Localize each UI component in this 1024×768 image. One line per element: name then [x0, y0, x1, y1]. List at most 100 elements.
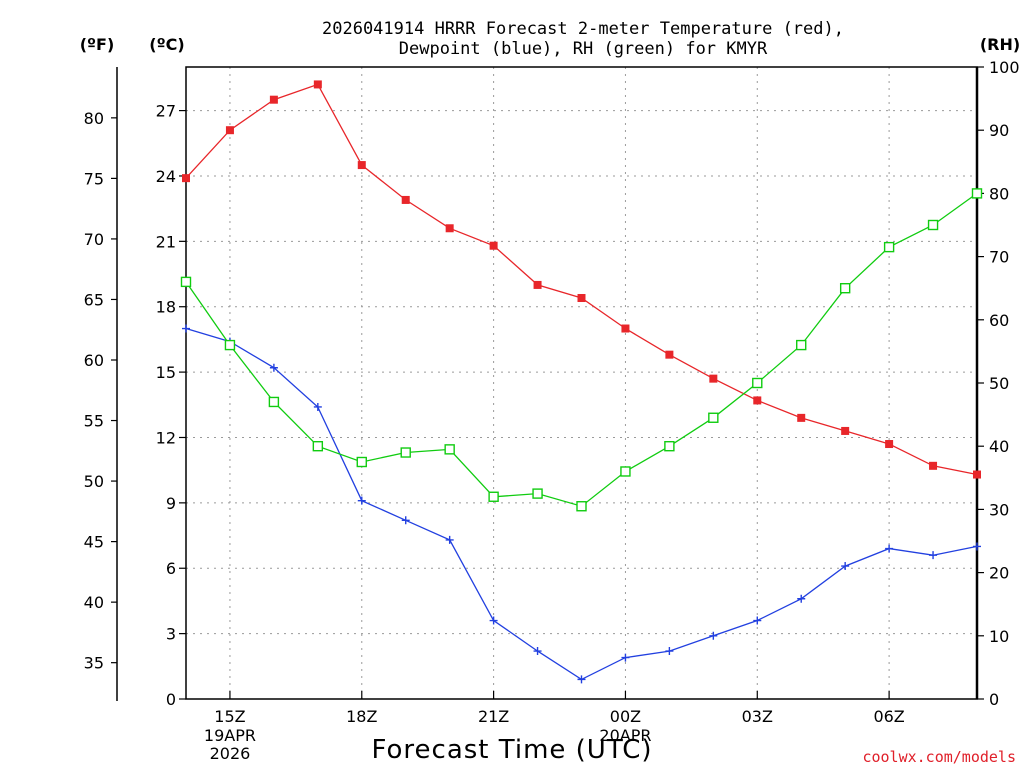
rh-point	[180, 276, 192, 288]
celsius-tick-label: 6	[166, 559, 176, 578]
temperature-line	[185, 83, 978, 476]
rh-line	[185, 192, 978, 507]
dewpoint-point	[797, 594, 806, 603]
temperature-point	[665, 350, 674, 359]
dewpoint-point	[621, 653, 630, 662]
rh-tick-label: 100	[989, 58, 1020, 77]
x-tick-date-label: 20APR	[599, 726, 651, 745]
grid-lines	[186, 67, 977, 699]
rh-tick-label: 70	[989, 248, 1009, 267]
rh-tick-label: 0	[989, 690, 999, 709]
plot-frame	[185, 66, 978, 700]
temperature-point	[709, 374, 718, 383]
rh-tick-label: 90	[989, 121, 1009, 140]
rh-point	[444, 444, 455, 455]
dewpoint-point	[709, 631, 718, 640]
x-tick-date-label: 19APR	[204, 726, 256, 745]
celsius-unit-label: (ºC)	[149, 35, 184, 54]
rh-point	[400, 447, 411, 458]
chart-title-line2: Dewpoint (blue), RH (green) for KMYR	[399, 39, 768, 59]
dewpoint-point	[929, 551, 938, 560]
dewpoint-point	[577, 675, 586, 684]
fahrenheit-tick-label: 70	[84, 230, 104, 249]
x-tick-label: 18Z	[346, 707, 377, 726]
rh-point	[971, 188, 983, 199]
fahrenheit-tick-label: 45	[84, 533, 104, 552]
dewpoint-point	[841, 562, 850, 571]
rh-tick-label: 30	[989, 500, 1009, 519]
rh-point	[312, 441, 324, 452]
x-tick-label: 15Z	[214, 707, 245, 726]
dewpoint-point	[665, 647, 674, 656]
data-series	[180, 80, 983, 684]
rh-point	[224, 339, 236, 351]
dewpoint-point	[973, 542, 981, 551]
celsius-tick-label: 24	[156, 167, 176, 186]
fahrenheit-tick-label: 80	[84, 109, 104, 128]
celsius-tick-label: 15	[156, 363, 176, 382]
celsius-tick-label: 0	[166, 690, 176, 709]
celsius-tick-label: 27	[156, 102, 176, 121]
x-tick-label: 00Z	[610, 707, 641, 726]
rh-tick-label: 80	[989, 184, 1009, 203]
x-axis-label: Forecast Time (UTC)	[371, 735, 652, 765]
x-tick-label: 06Z	[873, 707, 904, 726]
rh-tick-label: 10	[989, 627, 1009, 646]
chart-title-line1: 2026041914 HRRR Forecast 2-meter Tempera…	[322, 19, 844, 39]
temperature-point	[577, 294, 586, 303]
rh-tick-label: 40	[989, 437, 1009, 456]
temperature-point	[357, 161, 366, 170]
dewpoint-point	[533, 647, 542, 656]
dewpoint-point	[445, 535, 454, 544]
temperature-point	[269, 95, 278, 104]
celsius-tick-label: 9	[166, 494, 176, 513]
fahrenheit-tick-label: 60	[84, 351, 104, 370]
celsius-tick-label: 12	[156, 428, 176, 447]
credit-text: coolwx.com/models	[862, 748, 1016, 766]
rh-point	[839, 283, 851, 294]
x-tick-label: 03Z	[742, 707, 773, 726]
temperature-point	[533, 280, 542, 289]
temperature-point	[797, 413, 806, 422]
temperature-point	[841, 426, 850, 435]
dewpoint-point	[357, 496, 366, 505]
fahrenheit-unit-label: (ºF)	[80, 35, 115, 54]
temperature-point	[973, 470, 981, 479]
rh-point	[356, 456, 367, 468]
rh-point	[752, 377, 763, 389]
rh-point	[883, 241, 895, 253]
axes: 0 3 6 9 12 15 18 21 24 27 35 40 45 50 55 60 65 70 75 80 0 10 2…	[84, 58, 1020, 763]
dewpoint-point	[182, 324, 190, 333]
celsius-tick-label: 21	[156, 232, 176, 251]
x-tick-label: 21Z	[478, 707, 509, 726]
rh-point	[488, 491, 499, 502]
dewpoint-point	[401, 516, 410, 525]
temperature-point	[445, 224, 454, 233]
dewpoint-point	[313, 402, 322, 411]
fahrenheit-tick-label: 65	[84, 290, 104, 309]
dewpoint-point	[489, 616, 498, 625]
rh-point	[620, 466, 631, 477]
rh-point	[268, 396, 280, 408]
temperature-point	[621, 324, 630, 333]
rh-unit-label: (RH)	[980, 35, 1020, 54]
fahrenheit-tick-label: 50	[84, 472, 104, 491]
temperature-point	[225, 126, 234, 135]
rh-point	[927, 219, 939, 231]
rh-point	[708, 412, 719, 423]
temperature-point	[313, 80, 322, 89]
x-tick-date-label: 2026	[210, 744, 251, 763]
temperature-point	[929, 461, 938, 470]
fahrenheit-tick-label: 40	[84, 593, 104, 612]
rh-tick-label: 20	[989, 564, 1009, 583]
rh-point	[532, 488, 543, 499]
rh-point	[664, 441, 675, 452]
dewpoint-point	[269, 363, 278, 372]
fahrenheit-tick-label: 55	[84, 412, 104, 431]
dewpoint-point	[753, 616, 762, 625]
temperature-point	[401, 195, 410, 204]
temperature-point	[182, 174, 190, 183]
rh-point	[796, 339, 807, 351]
fahrenheit-tick-label: 75	[84, 169, 104, 188]
